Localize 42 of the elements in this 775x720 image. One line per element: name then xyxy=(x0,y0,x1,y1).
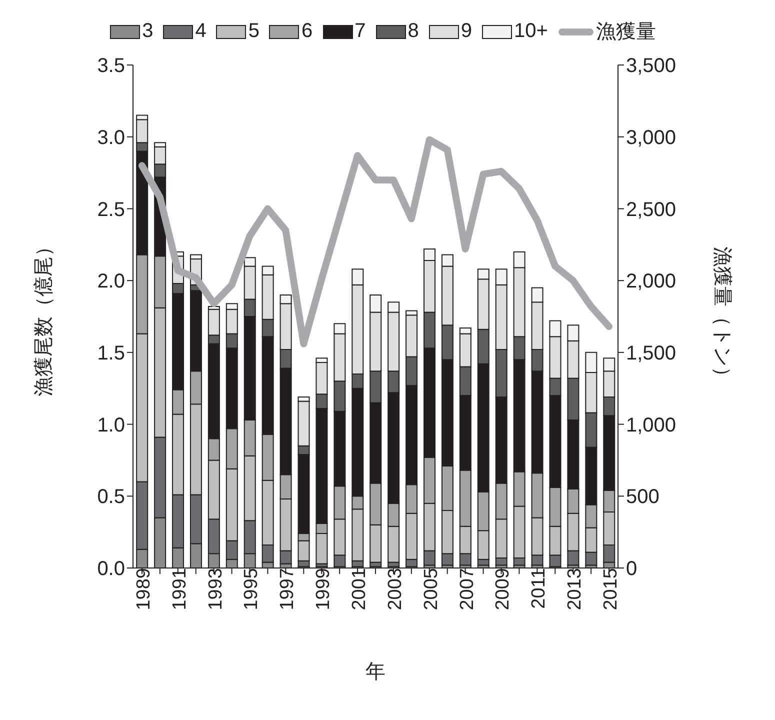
y-tick-label: 3.0 xyxy=(97,126,125,149)
legend-label: 7 xyxy=(354,20,366,43)
x-tick-label: 2011 xyxy=(528,568,550,609)
y-tick-label: 1.5 xyxy=(97,342,125,365)
legend-label: 6 xyxy=(301,20,313,43)
x-tick-label: 2007 xyxy=(456,568,478,610)
x-tick-label: 1997 xyxy=(277,568,298,610)
x-tick-label: 1999 xyxy=(313,568,334,610)
y-axis-title: 漁獲尾数（億尾） xyxy=(33,236,56,396)
legend-label: 10+ xyxy=(514,20,548,43)
x-tick-label: 1991 xyxy=(169,568,190,610)
legend-label: 3 xyxy=(142,20,154,43)
y2-tick-label: 1,500 xyxy=(626,342,676,365)
y2-tick-label: 2,000 xyxy=(626,270,676,293)
legend-label: 漁獲量 xyxy=(596,20,656,45)
y2-tick-label: 0 xyxy=(626,558,638,580)
legend-label: 9 xyxy=(460,20,472,43)
y-tick-label: 2.5 xyxy=(97,198,125,221)
legend-label: 8 xyxy=(408,20,419,43)
x-tick-label: 2005 xyxy=(420,568,442,610)
x-tick-label: 2001 xyxy=(349,568,370,610)
y2-axis-title: 漁獲量（トン） xyxy=(710,246,733,386)
x-tick-label: 1989 xyxy=(133,568,154,610)
y-tick-label: 1.0 xyxy=(97,414,125,436)
y-tick-label: 0.5 xyxy=(97,486,125,508)
x-tick-label: 2015 xyxy=(600,568,622,610)
y2-tick-label: 500 xyxy=(626,486,660,508)
x-tick-label: 2013 xyxy=(564,568,586,610)
x-tick-label: 1993 xyxy=(205,568,226,610)
x-tick-label: 2009 xyxy=(492,568,514,610)
y-tick-label: 0.0 xyxy=(97,558,125,580)
legend-label: 4 xyxy=(195,20,206,43)
x-tick-label: 2003 xyxy=(384,568,406,610)
legend-label: 5 xyxy=(248,20,260,43)
x-axis-title: 年 xyxy=(366,661,386,683)
x-tick-label: 1995 xyxy=(241,568,262,610)
y-tick-label: 2.0 xyxy=(97,270,125,293)
y-tick-label: 3.5 xyxy=(97,55,125,78)
y2-tick-label: 2,500 xyxy=(626,198,676,221)
y2-tick-label: 3,000 xyxy=(626,126,676,149)
y2-tick-label: 3,500 xyxy=(626,55,676,78)
y2-tick-label: 1,000 xyxy=(626,414,676,436)
